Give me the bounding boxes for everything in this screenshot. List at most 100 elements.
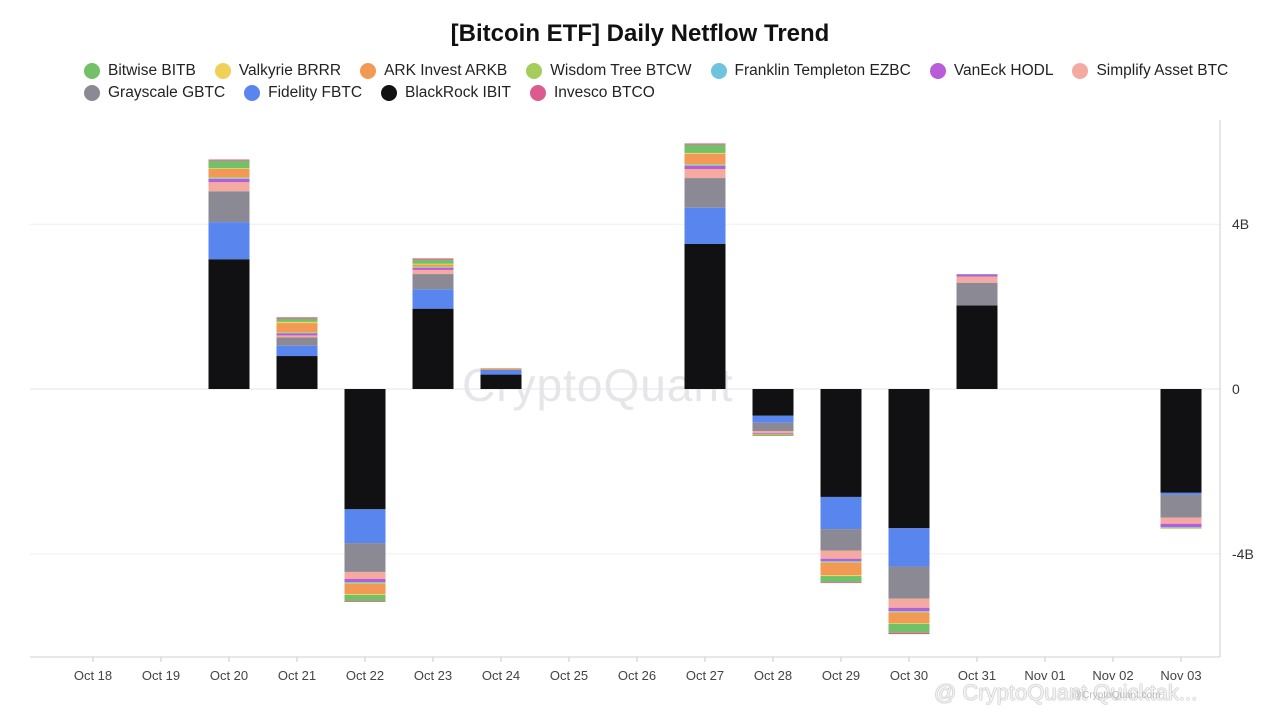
chart-title: [Bitcoin ETF] Daily Netflow Trend	[450, 20, 830, 47]
legend-item[interactable]: ARK Invest ARKB	[360, 62, 507, 80]
legend-swatch	[526, 63, 543, 79]
bar-segment	[820, 575, 862, 577]
bar-segment	[480, 367, 522, 369]
bar-segment	[412, 258, 454, 260]
bar-segment	[752, 433, 794, 435]
bar-segment	[480, 369, 522, 375]
bar-segment	[208, 191, 250, 223]
x-tick-label: Oct 24	[482, 668, 520, 683]
bar-segment	[276, 333, 318, 336]
bar-segment	[752, 431, 794, 434]
legend-item[interactable]: Grayscale GBTC	[84, 84, 225, 102]
bar-segment	[412, 259, 454, 264]
legend-label: Grayscale GBTC	[108, 84, 226, 101]
bar-segment	[276, 318, 318, 322]
bar-segment	[276, 332, 318, 334]
bar-segment	[276, 345, 318, 357]
x-tick-label: Nov 02	[1092, 668, 1133, 683]
bar-segment	[684, 164, 726, 165]
legend-label: BlackRock IBIT	[405, 84, 511, 101]
bar-segment	[208, 159, 250, 161]
bar-segment	[208, 182, 250, 192]
bar-segment	[956, 282, 998, 306]
bar-segment	[820, 496, 862, 530]
bar-segment	[820, 558, 862, 562]
legend-item[interactable]: Simplify Asset BTC	[1072, 62, 1228, 80]
bar-segment	[344, 594, 386, 595]
bar-segment	[344, 601, 386, 603]
legend-item[interactable]: VanEck HODL	[929, 62, 1053, 80]
bar-segment	[208, 178, 250, 179]
bar-segment	[684, 168, 726, 179]
x-tick-label: Nov 01	[1024, 668, 1065, 683]
bar-segment	[956, 274, 998, 275]
bar-segment	[480, 368, 522, 370]
bar-segment	[412, 308, 454, 389]
bar-segment	[412, 289, 454, 309]
x-tick-label: Oct 19	[142, 668, 180, 683]
legend-swatch	[381, 85, 398, 101]
legend-item[interactable]: Valkyrie BRRR	[214, 62, 341, 80]
bar-segment	[888, 623, 930, 624]
bar-segment	[820, 529, 862, 551]
x-tick-label: Oct 23	[414, 668, 452, 683]
source-label: @CryptoQuant.com	[1072, 690, 1161, 701]
legend-item[interactable]: Franklin Templeton EZBC	[710, 62, 911, 80]
y-tick-label: 0	[1232, 381, 1240, 397]
footer-watermark: @ CryptoQuant Quicktak...	[934, 680, 1198, 705]
bar-segment	[1160, 494, 1202, 518]
legend-swatch	[929, 63, 946, 79]
bar-segment	[1160, 517, 1202, 524]
bar-segment	[956, 305, 998, 389]
bar-segment	[820, 562, 862, 563]
legend-item[interactable]: Wisdom Tree BTCW	[526, 62, 692, 80]
bar-segment	[344, 595, 386, 602]
bar-segment	[412, 274, 454, 290]
bar-segment	[412, 269, 454, 275]
bar-segment	[344, 583, 386, 595]
x-tick-label: Oct 26	[618, 668, 656, 683]
bar-segment	[344, 582, 386, 584]
bar-segment	[684, 164, 726, 166]
x-tick-label: Oct 27	[686, 668, 724, 683]
legend-label: ARK Invest ARKB	[384, 62, 508, 79]
legend-swatch	[214, 63, 231, 79]
bar-segment	[684, 178, 726, 208]
bar-segment	[888, 566, 930, 599]
bar-segment	[1160, 492, 1202, 495]
bar-segment	[684, 144, 726, 153]
bar-segment	[208, 222, 250, 260]
bar-segment	[208, 168, 250, 178]
bar-segment	[276, 335, 318, 338]
legend-item[interactable]: BlackRock IBIT	[381, 84, 511, 102]
bar-segment	[276, 337, 318, 346]
bar-segment	[888, 611, 930, 612]
bar-segment	[1160, 527, 1202, 528]
bar-segment	[344, 509, 386, 544]
legend-swatch	[710, 63, 727, 79]
bar-segment	[820, 562, 862, 576]
bar-segment	[820, 550, 862, 559]
legend-item[interactable]: Fidelity FBTC	[244, 84, 362, 102]
bar-segment	[276, 317, 318, 319]
bar-segment	[956, 274, 998, 277]
legend-label: Wisdom Tree BTCW	[550, 62, 692, 79]
x-tick-label: Oct 30	[890, 668, 928, 683]
bar-segment	[684, 207, 726, 244]
legend-label: Invesco BTCO	[553, 84, 655, 101]
legend-item[interactable]: Bitwise BITB	[84, 62, 196, 80]
bar-segment	[208, 177, 250, 179]
bar-segment	[208, 259, 250, 389]
bar-segment	[888, 611, 930, 613]
bar-segment	[412, 267, 454, 268]
bar-segment	[820, 576, 862, 583]
bar-segment	[684, 243, 726, 389]
bar-segment	[208, 160, 250, 169]
bar-segment	[888, 607, 930, 612]
legend-row: Grayscale GBTC Fidelity FBTC BlackRock IBI…	[84, 82, 1234, 104]
legend-item[interactable]: Invesco BTCO	[529, 84, 655, 102]
bar-segment	[276, 356, 318, 389]
bar-segment	[956, 276, 998, 283]
bar-segment	[820, 389, 862, 497]
